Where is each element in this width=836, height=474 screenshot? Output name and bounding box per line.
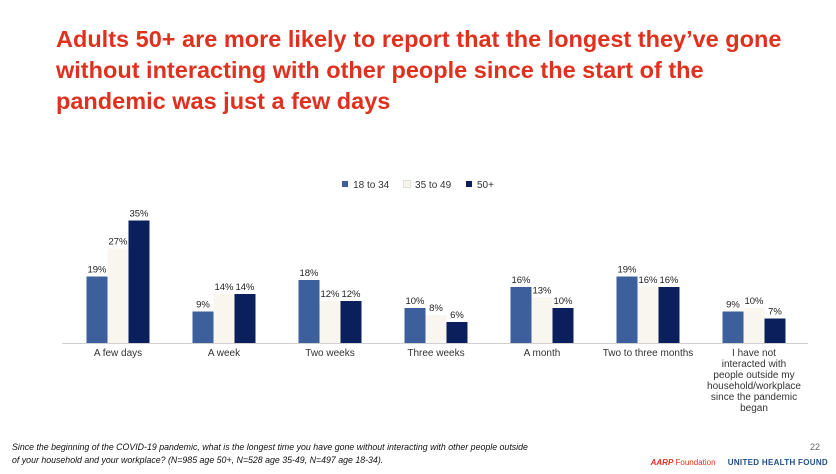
bar xyxy=(213,294,235,343)
legend-label: 50+ xyxy=(476,180,494,191)
legend-swatch xyxy=(342,181,349,188)
data-label: 14% xyxy=(235,282,255,293)
bar xyxy=(319,301,341,343)
bar xyxy=(637,287,659,343)
bar xyxy=(404,308,426,343)
footnote-line: of your household and your workplace? (N… xyxy=(12,455,384,465)
bar xyxy=(764,318,786,343)
data-label: 9% xyxy=(196,300,210,311)
footnote-line: Since the beginning of the COVID-19 pand… xyxy=(12,442,528,452)
category-label: A few days xyxy=(94,348,142,359)
bar xyxy=(658,287,680,343)
data-label: 16% xyxy=(511,275,531,286)
page-number: 22 xyxy=(809,442,820,452)
bar xyxy=(425,315,447,343)
bar xyxy=(743,308,765,343)
data-label: 16% xyxy=(638,275,658,286)
bar xyxy=(340,301,362,343)
survey-question-footnote: Since the beginning of the COVID-19 pand… xyxy=(12,441,652,467)
category-label: Three weeks xyxy=(407,348,464,359)
bar xyxy=(234,294,256,343)
data-label: 12% xyxy=(341,289,361,300)
data-label: 6% xyxy=(450,310,464,321)
data-label: 10% xyxy=(744,296,764,307)
bar xyxy=(722,311,744,343)
aarp-foundation-label: Foundation xyxy=(675,458,716,467)
category-label: I have not interacted with people outside … xyxy=(707,348,801,414)
slide-title: Adults 50+ are more likely to report tha… xyxy=(56,26,782,114)
aarp-logo: AARP xyxy=(650,458,674,467)
data-label: 19% xyxy=(87,265,107,276)
data-label: 13% xyxy=(532,286,552,297)
data-label: 12% xyxy=(320,289,340,300)
data-label: 19% xyxy=(617,265,637,276)
data-label: 16% xyxy=(659,275,679,286)
brand-logos: AARP Foundation UNITED HEALTH FOUND xyxy=(651,458,828,467)
bar xyxy=(552,308,574,343)
legend-item-50-plus: 50+ xyxy=(465,180,494,191)
bar xyxy=(128,220,150,343)
legend-label: 35 to 49 xyxy=(415,180,452,191)
category-label: Two to three months xyxy=(603,348,694,359)
bar xyxy=(531,297,553,343)
bar xyxy=(86,276,108,343)
category-label: Two weeks xyxy=(305,348,354,359)
category-label: A month xyxy=(524,348,561,359)
legend-label: 18 to 34 xyxy=(353,180,390,191)
data-label: 10% xyxy=(405,296,425,307)
bar xyxy=(510,287,532,343)
category-label: A week xyxy=(208,348,241,359)
data-label: 7% xyxy=(768,307,782,318)
bar xyxy=(616,276,638,343)
data-label: 14% xyxy=(214,282,234,293)
legend-swatch xyxy=(403,180,412,189)
data-label: 10% xyxy=(553,296,573,307)
united-health-logo: UNITED HEALTH FOUND xyxy=(727,458,828,467)
bar xyxy=(446,322,468,343)
legend-item-35-49: 35 to 49 xyxy=(403,180,452,191)
bar xyxy=(192,311,214,343)
legend-item-18-34: 18 to 34 xyxy=(342,180,389,191)
legend-swatch xyxy=(465,181,472,188)
bar xyxy=(107,248,129,343)
data-label: 18% xyxy=(299,268,319,279)
data-label: 8% xyxy=(429,303,443,314)
data-label: 35% xyxy=(129,209,149,220)
chart-legend: 18 to 34 35 to 49 50+ xyxy=(0,180,836,191)
bar xyxy=(298,280,320,343)
data-label: 9% xyxy=(726,300,740,311)
data-label: 27% xyxy=(108,237,128,248)
